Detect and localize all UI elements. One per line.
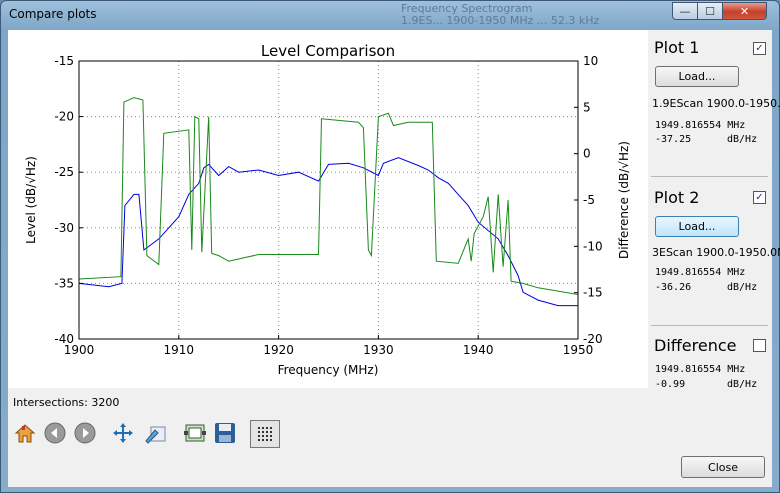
plot1-unit: dB/Hz bbox=[727, 134, 758, 145]
home-button[interactable] bbox=[12, 420, 38, 446]
side-panel: Plot 1 ✓ Load... 1.9EScan 1900.0-1950.0 … bbox=[649, 30, 780, 487]
x-tick-label: 1940 bbox=[463, 343, 494, 357]
y2-axis-label: Difference (dB/√Hz) bbox=[617, 141, 631, 259]
close-button[interactable]: Close bbox=[681, 456, 765, 478]
difference-checkbox[interactable] bbox=[753, 339, 766, 352]
series-line-plot2 bbox=[79, 97, 578, 295]
minimize-button[interactable]: — bbox=[672, 2, 698, 20]
y-tick-label: -30 bbox=[54, 221, 74, 235]
x-tick-label: 1930 bbox=[363, 343, 394, 357]
x-tick-label: 1900 bbox=[64, 343, 95, 357]
forward-button[interactable] bbox=[72, 420, 98, 446]
chart-title: Level Comparison bbox=[261, 42, 395, 60]
minimize-icon: — bbox=[679, 4, 691, 18]
x-axis-ticks: 1900 1910 1920 1930 1940 1950 bbox=[64, 335, 594, 357]
zoom-button[interactable] bbox=[142, 420, 168, 446]
y-axis-ticks: -15 -20 -25 -30 -35 -40 bbox=[54, 54, 83, 346]
y-axis-label: Level (dB/√Hz) bbox=[24, 156, 38, 244]
background-window-title: Frequency Spectrogram 1.9ES... 1900-1950… bbox=[401, 2, 600, 27]
title-bar[interactable]: Compare plots Frequency Spectrogram 1.9E… bbox=[1, 1, 779, 29]
grid-lines bbox=[78, 60, 579, 340]
back-button[interactable] bbox=[42, 420, 68, 446]
subplot-config-button[interactable] bbox=[182, 420, 208, 446]
y2-axis-ticks: 10 5 0 -5 -10 -15 -20 bbox=[574, 54, 603, 346]
difference-unit: dB/Hz bbox=[727, 379, 758, 390]
save-button[interactable] bbox=[212, 420, 238, 446]
y2-tick-label: -5 bbox=[583, 193, 595, 207]
x-tick-label: 1920 bbox=[263, 343, 294, 357]
close-icon: ✕ bbox=[739, 4, 750, 18]
difference-level: -0.99 bbox=[655, 379, 686, 390]
maximize-button[interactable]: ☐ bbox=[697, 2, 723, 20]
plot2-unit: dB/Hz bbox=[727, 282, 758, 293]
plot2-checkbox[interactable]: ✓ bbox=[753, 191, 766, 204]
y-tick-label: -25 bbox=[54, 165, 74, 179]
forward-arrow-icon bbox=[74, 422, 96, 444]
subplot-config-icon bbox=[184, 424, 206, 442]
y2-tick-label: -10 bbox=[583, 239, 603, 253]
plot2-filename: 3EScan 1900.0-1950.0M bbox=[652, 246, 780, 259]
plot1-filename: 1.9EScan 1900.0-1950.0 bbox=[652, 97, 780, 110]
client-area: 1900 1910 1920 1930 1940 1950 -15 -20 -25 -30 -35… bbox=[8, 30, 780, 487]
plot1-checkbox[interactable]: ✓ bbox=[753, 42, 766, 55]
series-line-plot1 bbox=[79, 157, 578, 307]
panel-divider bbox=[651, 325, 768, 326]
x-axis-label: Frequency (MHz) bbox=[278, 363, 379, 377]
y2-tick-label: -20 bbox=[583, 332, 603, 346]
window-title: Compare plots bbox=[9, 7, 97, 21]
back-arrow-icon bbox=[44, 422, 66, 444]
plot-canvas[interactable]: 1900 1910 1920 1930 1940 1950 -15 -20 -25 -30 -35… bbox=[8, 30, 648, 388]
x-tick-label: 1910 bbox=[164, 343, 195, 357]
x-tick-label: 1950 bbox=[563, 343, 594, 357]
plot2-title: Plot 2 bbox=[654, 188, 700, 207]
plot2-frequency: 1949.816554 MHz bbox=[655, 267, 746, 278]
pan-button[interactable] bbox=[110, 420, 136, 446]
panel-divider bbox=[651, 176, 768, 177]
y-tick-label: -40 bbox=[54, 332, 74, 346]
y2-tick-label: -15 bbox=[583, 286, 603, 300]
y2-tick-label: 10 bbox=[583, 54, 598, 68]
zoom-icon bbox=[145, 426, 166, 444]
plot1-title: Plot 1 bbox=[654, 38, 700, 57]
y2-tick-label: 0 bbox=[583, 147, 591, 161]
plot-toolbar bbox=[8, 420, 648, 448]
maximize-icon: ☐ bbox=[705, 4, 715, 18]
y-tick-label: -15 bbox=[54, 54, 74, 68]
home-icon bbox=[14, 424, 36, 443]
plot1-level: -37.25 bbox=[655, 134, 692, 145]
plot1-frequency: 1949.816554 MHz bbox=[655, 120, 746, 131]
plot2-load-button[interactable]: Load... bbox=[655, 216, 739, 237]
close-window-button[interactable]: ✕ bbox=[722, 2, 767, 20]
pan-icon bbox=[113, 423, 133, 443]
y2-tick-label: 5 bbox=[583, 100, 591, 114]
plot2-level: -36.26 bbox=[655, 282, 692, 293]
grid-toggle-icon bbox=[258, 427, 272, 441]
plot1-load-button[interactable]: Load... bbox=[655, 66, 739, 87]
level-comparison-chart[interactable]: 1900 1910 1920 1930 1940 1950 -15 -20 -25 -30 -35… bbox=[8, 30, 648, 388]
status-bar: Intersections: 3200 bbox=[13, 396, 120, 409]
plot-frame bbox=[78, 60, 579, 340]
grid-toggle-button[interactable] bbox=[250, 420, 280, 448]
save-icon bbox=[215, 423, 235, 443]
y-tick-label: -35 bbox=[54, 276, 74, 290]
y-tick-label: -20 bbox=[54, 110, 74, 124]
difference-frequency: 1949.816554 MHz bbox=[655, 364, 746, 375]
difference-title: Difference bbox=[654, 336, 737, 355]
